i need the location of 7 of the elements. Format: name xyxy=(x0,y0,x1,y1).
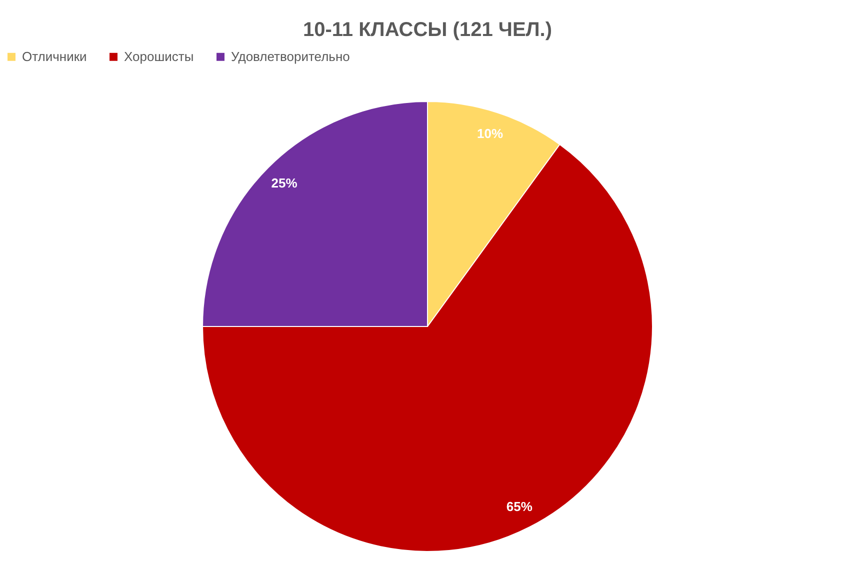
legend-label: Хорошисты xyxy=(124,48,194,64)
data-label: 10% xyxy=(477,126,504,141)
legend-label: Удовлетворительно xyxy=(231,48,350,64)
data-label: 25% xyxy=(271,175,298,190)
legend-label: Отличники xyxy=(22,48,87,64)
data-label: 65% xyxy=(506,498,533,514)
chart-title: 10-11 КЛАССЫ (121 ЧЕЛ.) xyxy=(302,19,552,41)
